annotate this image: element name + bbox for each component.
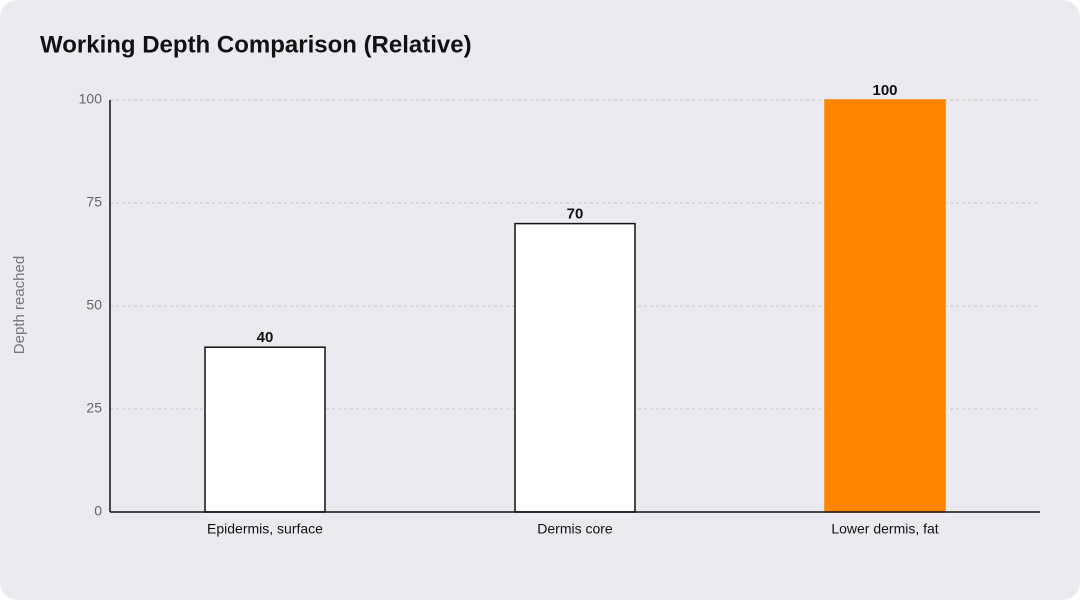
x-tick-label: Dermis core: [537, 521, 613, 537]
x-tick-label: Epidermis, surface: [207, 521, 323, 537]
y-tick-label: 100: [79, 91, 103, 107]
value-label: 40: [257, 329, 274, 346]
y-tick-label: 25: [86, 400, 102, 416]
bar: [824, 99, 946, 513]
value-label: 100: [872, 82, 897, 99]
value-label: 70: [567, 206, 584, 223]
bar: [204, 346, 326, 513]
y-axis-label: Depth reached: [11, 256, 28, 354]
bar: [514, 222, 636, 513]
x-tick-label: Lower dermis, fat: [831, 521, 938, 537]
y-tick-label: 0: [94, 503, 102, 519]
chart-title: Working Depth Comparison (Relative): [40, 31, 472, 58]
y-tick-label: 50: [86, 297, 102, 313]
y-tick-label: 75: [86, 194, 102, 210]
